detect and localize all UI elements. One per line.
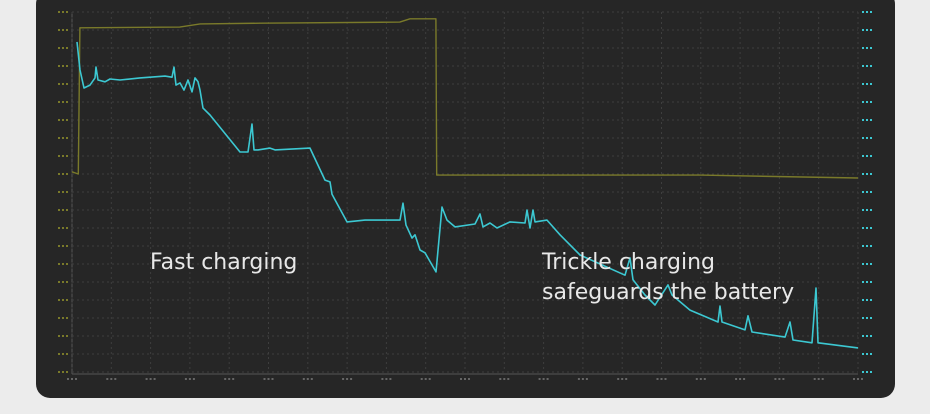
annotation: Fast charging bbox=[150, 250, 297, 275]
series-line bbox=[76, 41, 859, 349]
annotation: safeguards the battery bbox=[542, 280, 794, 305]
plot bbox=[71, 18, 859, 349]
series-line bbox=[71, 18, 859, 179]
annotation: Trickle charging bbox=[541, 250, 715, 275]
grid bbox=[58, 11, 872, 380]
